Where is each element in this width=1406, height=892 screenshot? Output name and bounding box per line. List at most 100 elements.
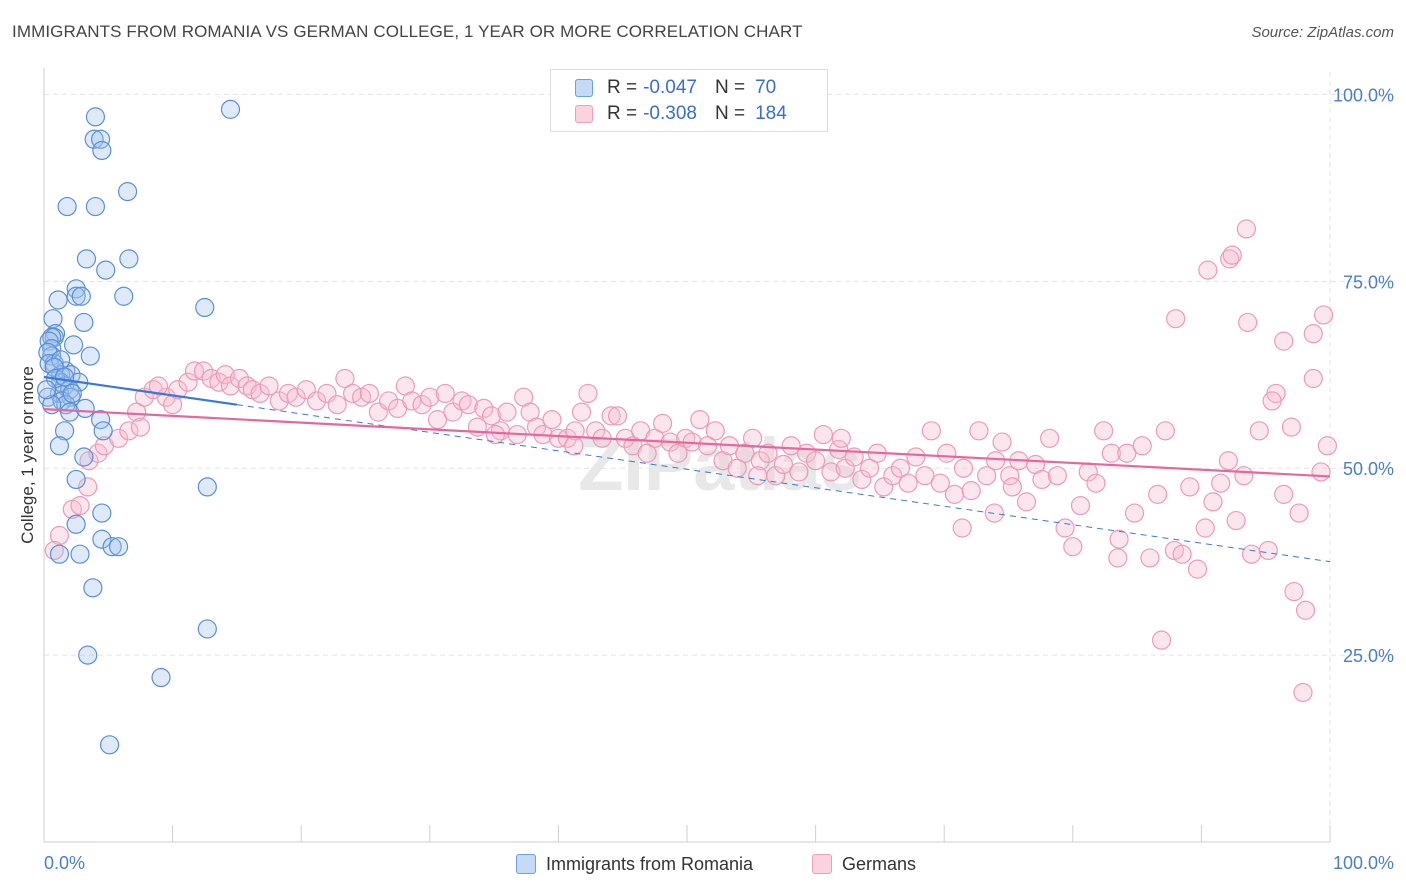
data-point (1249, 421, 1269, 441)
y-tick-label: 75.0% (1343, 272, 1394, 292)
data-point (54, 421, 75, 441)
series-germans (44, 219, 1338, 703)
data-point (85, 196, 106, 217)
legend-row-germans: R = -0.308 N = 184 (575, 102, 787, 126)
data-point (748, 466, 768, 486)
data-point (1166, 309, 1186, 329)
data-point (1094, 421, 1114, 441)
data-point (57, 196, 77, 217)
data-point (1236, 219, 1257, 239)
data-point (1040, 428, 1060, 448)
data-point (66, 286, 86, 306)
data-point (1222, 245, 1242, 265)
data-point (781, 436, 801, 456)
data-point (49, 525, 70, 546)
data-point (54, 367, 75, 387)
bottom-legend-germans: Germans (812, 851, 916, 877)
data-point (852, 469, 872, 490)
data-point (601, 406, 621, 426)
data-point (607, 406, 628, 426)
data-point (108, 428, 129, 448)
data-point (1086, 473, 1106, 493)
data-point (571, 402, 592, 422)
data-point (1262, 391, 1282, 411)
data-point (327, 395, 347, 415)
data-point (1124, 503, 1145, 523)
data-point (359, 383, 379, 404)
data-point (62, 383, 82, 404)
data-point (789, 462, 809, 482)
data-point (1117, 443, 1137, 463)
data-point (78, 477, 98, 497)
data-point (1303, 324, 1323, 344)
data-point (193, 361, 214, 381)
data-point (969, 421, 989, 441)
data-point (898, 473, 918, 493)
data-point (148, 376, 169, 396)
data-point (735, 443, 755, 463)
data-point (119, 249, 139, 269)
data-point (1195, 518, 1215, 538)
data-point (36, 380, 57, 400)
data-point (83, 578, 103, 598)
x-tick-labels: 0.0% 100.0% (44, 853, 1394, 873)
data-point (697, 436, 718, 456)
legend-swatch-romania (575, 79, 593, 97)
data-point (1108, 548, 1128, 568)
data-point (74, 312, 94, 333)
bottom-legend-label-romania: Immigrants from Romania (546, 853, 754, 874)
data-point (750, 451, 770, 471)
data-point (937, 443, 957, 463)
y-tick-label: 50.0% (1343, 459, 1394, 479)
data-point (1140, 548, 1160, 568)
data-point (890, 458, 911, 478)
data-point (578, 383, 598, 404)
data-point (1218, 451, 1239, 471)
legend-r-label: R = (607, 77, 638, 98)
data-point (93, 421, 113, 441)
data-point (1172, 544, 1192, 564)
data-point (1187, 559, 1208, 579)
data-point (1238, 312, 1258, 333)
data-point (130, 417, 151, 437)
data-point (1284, 581, 1304, 602)
data-point (481, 406, 502, 426)
y-axis-label: College, 1 year or more (18, 366, 37, 544)
data-point (63, 335, 84, 355)
data-point (76, 249, 97, 269)
data-point (1000, 466, 1020, 486)
data-point (1047, 466, 1067, 486)
data-point (92, 529, 112, 549)
bottom-legend-swatch-romania (516, 854, 536, 874)
data-point (220, 99, 241, 119)
data-point (420, 387, 440, 407)
data-point (984, 503, 1004, 523)
data-point (1295, 600, 1316, 620)
data-point (229, 368, 250, 389)
data-point (286, 387, 306, 407)
data-point (66, 469, 86, 490)
data-point (99, 735, 120, 755)
data-point (92, 140, 112, 161)
data-point (1311, 462, 1331, 482)
data-point (1063, 537, 1083, 557)
data-point (668, 443, 688, 463)
data-point (1211, 473, 1231, 493)
data-point (1002, 477, 1022, 497)
data-point (727, 458, 747, 478)
data-point (71, 286, 91, 306)
data-point (78, 645, 98, 665)
data-point (102, 537, 122, 557)
data-point (108, 537, 129, 557)
data-point (156, 387, 176, 407)
data-point (953, 458, 974, 478)
y-tick-label: 25.0% (1343, 646, 1394, 666)
data-point (1203, 492, 1223, 512)
data-point (458, 395, 478, 415)
data-point (402, 391, 422, 411)
data-point (412, 395, 432, 415)
data-point (860, 458, 880, 478)
data-point (151, 667, 171, 688)
grid-lines (44, 72, 1390, 842)
data-point (921, 421, 941, 441)
